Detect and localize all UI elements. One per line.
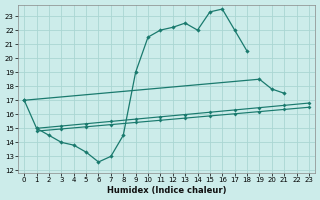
X-axis label: Humidex (Indice chaleur): Humidex (Indice chaleur) [107,186,226,195]
